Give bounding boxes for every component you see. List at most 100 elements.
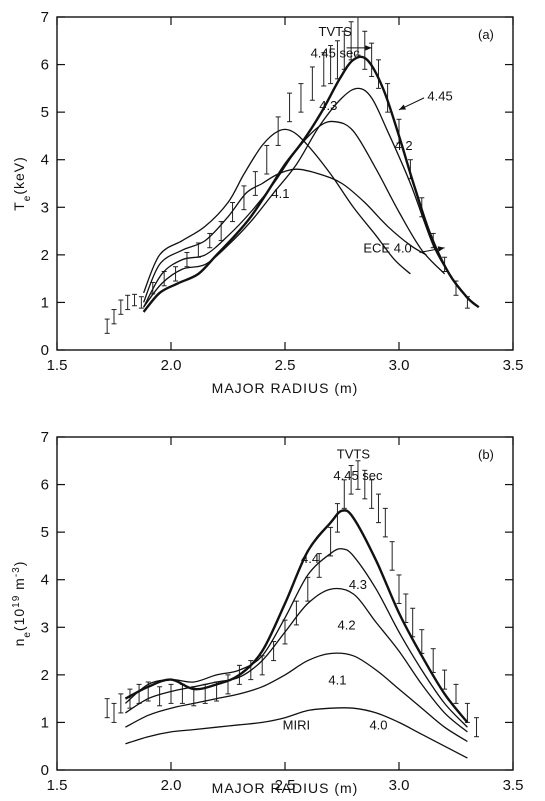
error-bar bbox=[341, 479, 347, 509]
annotation-label: 4.45 sec bbox=[333, 468, 383, 483]
series-line bbox=[143, 128, 411, 294]
y-tick-label: 2 bbox=[41, 667, 49, 684]
annotation-label: 4.2 bbox=[395, 138, 413, 153]
error-bar bbox=[369, 42, 375, 77]
error-bar bbox=[241, 185, 247, 211]
error-bar bbox=[396, 574, 402, 604]
series-line bbox=[143, 168, 427, 303]
error-bar bbox=[168, 683, 174, 704]
annotation-label: MIRI bbox=[283, 718, 310, 733]
x-tick-label: 3.0 bbox=[389, 357, 410, 374]
y-tick-label: 1 bbox=[41, 714, 49, 731]
x-tick-label: 3.0 bbox=[389, 777, 410, 794]
annotation-label: 4.0 bbox=[369, 718, 387, 733]
y-axis-label: Te(keV) bbox=[11, 156, 33, 211]
x-tick-label: 1.5 bbox=[47, 777, 68, 794]
error-bar bbox=[375, 493, 381, 524]
error-bar bbox=[293, 600, 299, 626]
error-bar bbox=[334, 503, 340, 533]
error-bar bbox=[118, 299, 124, 315]
error-bar bbox=[111, 702, 117, 723]
error-bar bbox=[118, 693, 124, 714]
error-bar bbox=[125, 294, 131, 311]
x-tick-label: 2.5 bbox=[275, 777, 296, 794]
error-bar bbox=[382, 507, 388, 538]
y-tick-label: 0 bbox=[41, 342, 49, 359]
error-bar bbox=[173, 266, 179, 282]
error-bar bbox=[309, 66, 315, 101]
annotation-label: 4.3 bbox=[349, 577, 367, 592]
error-bar bbox=[362, 30, 368, 70]
y-tick-label: 0 bbox=[41, 762, 49, 779]
annotation-label: TVTS bbox=[319, 24, 353, 39]
error-bar bbox=[453, 683, 459, 704]
error-bar bbox=[442, 669, 448, 690]
y-tick-label: 6 bbox=[41, 477, 49, 494]
error-bar bbox=[184, 251, 190, 268]
error-bar bbox=[362, 469, 368, 500]
error-bar bbox=[305, 576, 311, 602]
error-bar bbox=[430, 648, 436, 673]
error-bar bbox=[355, 460, 361, 490]
error-bar bbox=[389, 541, 395, 571]
arrow-head bbox=[399, 104, 406, 110]
y-tick-label: 7 bbox=[41, 429, 49, 446]
error-bar bbox=[419, 629, 425, 654]
error-bar bbox=[104, 698, 110, 719]
annotation-label: 4.2 bbox=[338, 618, 356, 633]
x-tick-label: 1.5 bbox=[47, 357, 68, 374]
series-line bbox=[125, 587, 468, 733]
error-bar bbox=[264, 144, 270, 175]
chart-panel-b: 1.5 2.0 2.5 3.0 3.5 0 1 2 3 4 5 6 7 MAJOR RADIUS (m) n… bbox=[11, 429, 524, 796]
error-bar bbox=[410, 607, 416, 638]
error-bar bbox=[145, 681, 151, 702]
error-bar bbox=[375, 59, 381, 89]
y-tick-label: 3 bbox=[41, 619, 49, 636]
y-tick-label: 4 bbox=[41, 152, 49, 169]
x-tick-label: 2.5 bbox=[275, 357, 296, 374]
error-bar bbox=[355, 16, 361, 56]
panel-label: (a) bbox=[478, 27, 494, 42]
series-line bbox=[125, 707, 468, 759]
error-bar bbox=[328, 526, 334, 557]
error-bar bbox=[348, 465, 354, 495]
error-bar bbox=[287, 92, 293, 123]
arrow-head bbox=[437, 246, 445, 252]
series-line bbox=[124, 548, 468, 728]
error-bar bbox=[321, 52, 327, 87]
x-tick-label: 2.0 bbox=[161, 357, 182, 374]
y-tick-label: 6 bbox=[41, 57, 49, 74]
series-line bbox=[143, 87, 450, 308]
error-bar bbox=[179, 683, 185, 704]
error-bar bbox=[316, 553, 322, 578]
error-bar bbox=[136, 683, 142, 704]
annotation-label: 4.1 bbox=[271, 186, 289, 201]
plot-frame bbox=[56, 16, 514, 351]
y-tick-label: 2 bbox=[41, 247, 49, 264]
error-bar bbox=[464, 702, 470, 723]
y-tick-label: 4 bbox=[41, 572, 49, 589]
chart-panel-a: 1.5 2.0 2.5 3.0 3.5 0 1 2 3 4 5 6 7 MAJOR RADIUS (m) T… bbox=[11, 9, 523, 396]
y-tick-label: 5 bbox=[41, 524, 49, 541]
x-axis-label: MAJOR RADIUS (m) bbox=[212, 780, 359, 796]
x-tick-label: 3.5 bbox=[503, 357, 524, 374]
x-tick-label: 2.0 bbox=[161, 777, 182, 794]
error-bar bbox=[474, 717, 480, 738]
y-tick-label: 3 bbox=[41, 199, 49, 216]
x-tick-label: 3.5 bbox=[503, 777, 524, 794]
error-bar bbox=[403, 593, 409, 624]
error-bar bbox=[225, 674, 231, 695]
error-bar bbox=[298, 83, 304, 113]
error-bar bbox=[111, 309, 117, 325]
annotation-label: 4.45 bbox=[427, 88, 452, 103]
series-line bbox=[143, 120, 446, 308]
annotation-label: 4.1 bbox=[328, 672, 346, 687]
y-tick-label: 1 bbox=[41, 294, 49, 311]
error-bar bbox=[157, 686, 163, 707]
annotation-label: ECE 4.0 bbox=[363, 240, 411, 255]
x-axis-label: MAJOR RADIUS (m) bbox=[212, 380, 359, 396]
annotation-label: 4.45 sec bbox=[311, 45, 361, 60]
panel-label: (b) bbox=[478, 447, 494, 462]
error-bar bbox=[104, 318, 110, 334]
